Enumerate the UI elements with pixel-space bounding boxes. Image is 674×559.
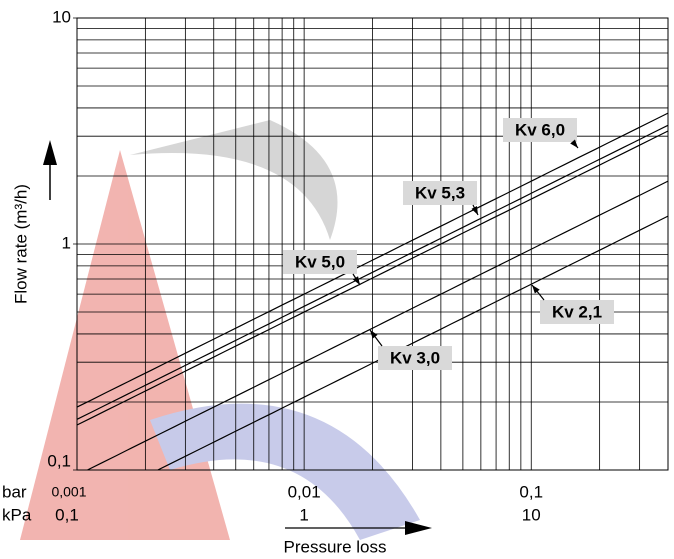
kv-label-box	[378, 346, 452, 370]
x-tick-label-kpa: 1	[299, 505, 308, 524]
x-tick-label: 0,01	[288, 482, 321, 501]
y-tick-label: 10	[52, 7, 71, 26]
watermark-blue	[150, 403, 420, 540]
watermark-red	[20, 150, 230, 540]
kv-label-box	[283, 250, 357, 274]
kv-label: Kv 5,3	[415, 183, 465, 202]
kv-arrow-head	[352, 276, 360, 285]
kv-line	[76, 124, 669, 420]
watermark-gray	[130, 120, 338, 240]
kv-label-box	[503, 118, 577, 142]
kv-label: Kv 5,0	[295, 252, 345, 271]
watermark	[20, 120, 420, 540]
x-tick-label: 0,1	[519, 482, 543, 501]
grid	[73, 17, 669, 471]
kv-label: Kv 2,1	[552, 302, 602, 321]
y-arrow-head	[43, 140, 57, 165]
x-unit-bar: bar	[2, 482, 27, 501]
kv-line	[87, 180, 669, 471]
labels: 0,1 1 10 0,001 0,01 0,1 0,1 1 10 Kv 6,0 Kv 5,3 Kv 5…	[47, 7, 614, 524]
kv-line	[76, 112, 669, 408]
x-tick-label: 0,001	[51, 484, 86, 500]
y-tick-label: 0,1	[47, 451, 71, 470]
kv-arrow-head	[471, 206, 478, 215]
x-arrow-head	[405, 521, 432, 535]
x-unit-kpa: kPa	[2, 505, 32, 524]
kv-arrow-head	[532, 285, 540, 294]
kv-label-box	[403, 181, 477, 205]
kv-label-box	[540, 300, 614, 324]
kv-label: Kv 6,0	[515, 120, 565, 139]
kv-line	[157, 215, 669, 471]
x-tick-label-kpa: 0,1	[55, 505, 79, 524]
x-axis-label: Pressure loss	[284, 537, 387, 556]
kv-arrow-head	[570, 139, 578, 148]
kv-label: Kv 3,0	[390, 348, 440, 367]
kv-line	[76, 130, 669, 426]
kv-arrow-head	[370, 330, 378, 339]
y-tick-label: 1	[62, 233, 71, 252]
x-tick-label-kpa: 10	[522, 505, 541, 524]
y-axis-label: Flow rate (m³/h)	[11, 184, 30, 304]
kv-lines	[76, 112, 669, 471]
